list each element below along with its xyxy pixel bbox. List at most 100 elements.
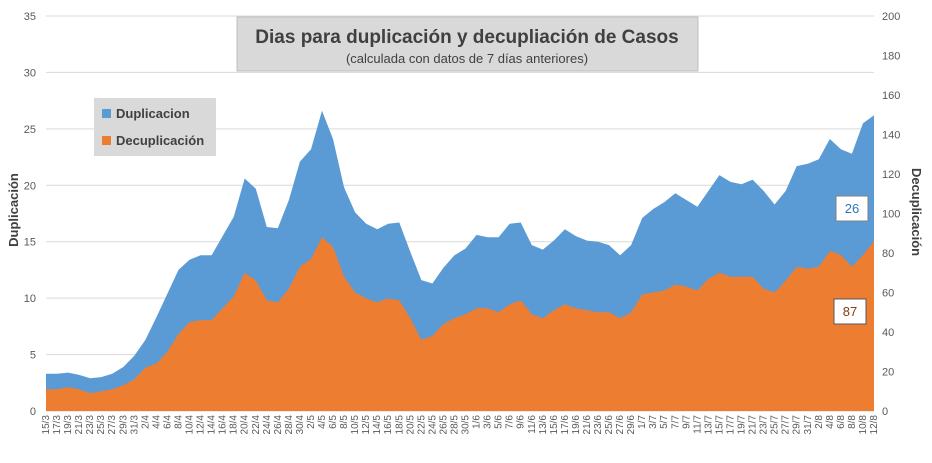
x-tick-label: 24/4 bbox=[262, 415, 273, 435]
x-tick-label: 31/3 bbox=[129, 415, 140, 435]
x-tick-label: 7/7 bbox=[670, 415, 681, 429]
x-tick-label: 18/5 bbox=[394, 415, 405, 435]
x-tick-label: 21/3 bbox=[74, 415, 85, 435]
x-tick-label: 27/7 bbox=[781, 415, 792, 435]
x-tick-label: 12/4 bbox=[196, 415, 207, 435]
x-tick-label: 14/4 bbox=[207, 415, 218, 435]
x-tick-label: 1/7 bbox=[637, 415, 648, 429]
title-background bbox=[236, 16, 699, 72]
x-tick-label: 6/4 bbox=[162, 415, 173, 429]
x-tick-label: 5/7 bbox=[659, 415, 670, 429]
x-tick-label: 27/3 bbox=[107, 415, 118, 435]
x-tick-label: 22/5 bbox=[416, 415, 427, 435]
duplicacion-callout-value: 26 bbox=[845, 201, 859, 216]
legend-background bbox=[94, 98, 216, 156]
chart-title-box: Dias para duplicación y decupliación de … bbox=[236, 16, 699, 72]
x-tick-label: 22/4 bbox=[251, 415, 262, 435]
chart-subtitle: (calculada con datos de 7 días anteriore… bbox=[346, 51, 588, 66]
right-tick-label: 180 bbox=[882, 51, 900, 63]
x-tick-label: 15/7 bbox=[714, 415, 725, 435]
decuplicacion-callout-box bbox=[833, 298, 867, 325]
x-tick-label: 1/6 bbox=[472, 415, 483, 429]
legend-swatch-decuplicacion bbox=[102, 136, 111, 145]
x-tick-label: 13/7 bbox=[703, 415, 714, 435]
right-tick-label: 160 bbox=[882, 90, 900, 102]
right-axis-ticks: 0 20 40 60 80 100 120 140 160 180 200 bbox=[882, 11, 900, 418]
x-tick-label: 9/7 bbox=[681, 415, 692, 429]
right-tick-label: 20 bbox=[882, 367, 894, 379]
right-tick-label: 100 bbox=[882, 209, 900, 221]
x-tick-label: 15/6 bbox=[549, 415, 560, 435]
x-tick-label: 18/4 bbox=[229, 415, 240, 435]
left-tick-label: 30 bbox=[24, 67, 36, 79]
x-tick-label: 20/5 bbox=[405, 415, 416, 435]
x-tick-label: 2/8 bbox=[814, 415, 825, 429]
right-tick-label: 40 bbox=[882, 327, 894, 339]
x-tick-label: 29/6 bbox=[626, 415, 637, 435]
x-tick-label: 31/7 bbox=[803, 415, 814, 435]
x-tick-label: 5/6 bbox=[494, 415, 505, 429]
x-tick-label: 17/6 bbox=[560, 415, 571, 435]
x-tick-label: 3/7 bbox=[648, 415, 659, 429]
x-tick-label: 19/3 bbox=[63, 415, 74, 435]
left-tick-label: 25 bbox=[24, 124, 36, 136]
left-tick-label: 35 bbox=[24, 11, 36, 23]
x-tick-label: 29/7 bbox=[792, 415, 803, 435]
x-tick-label: 6/8 bbox=[836, 415, 847, 429]
x-tick-label: 26/4 bbox=[273, 415, 284, 435]
x-tick-label: 12/8 bbox=[869, 415, 880, 435]
right-tick-label: 80 bbox=[882, 248, 894, 260]
legend: Duplicacion Decuplicación bbox=[94, 98, 216, 156]
x-tick-label: 16/4 bbox=[218, 415, 229, 435]
left-tick-label: 0 bbox=[30, 406, 36, 418]
right-tick-label: 200 bbox=[882, 11, 900, 23]
right-axis-title: Decuplicación bbox=[909, 168, 924, 256]
x-tick-label: 8/8 bbox=[847, 415, 858, 429]
right-tick-label: 0 bbox=[882, 406, 888, 418]
chart-title: Dias para duplicación y decupliación de … bbox=[255, 27, 678, 48]
decuplicacion-area bbox=[46, 237, 874, 411]
x-tick-label: 10/4 bbox=[185, 415, 196, 435]
x-tick-label: 19/7 bbox=[737, 415, 748, 435]
right-tick-label: 140 bbox=[882, 130, 900, 142]
left-tick-label: 15 bbox=[24, 237, 36, 249]
legend-label-decuplicacion: Decuplicación bbox=[116, 133, 204, 148]
x-tick-label: 14/5 bbox=[372, 415, 383, 435]
duplicacion-callout: 26 bbox=[835, 195, 869, 222]
x-axis-ticks: 15/3 17/3 19/3 21/3 23/3 25/3 27/3 29/3 31/3 2/4 4… bbox=[41, 415, 880, 435]
left-tick-label: 20 bbox=[24, 180, 36, 192]
decuplicacion-callout-value: 87 bbox=[843, 304, 857, 319]
left-axis-title: Duplicación bbox=[6, 173, 21, 247]
legend-swatch-duplicacion bbox=[102, 109, 111, 118]
decuplicacion-callout: 87 bbox=[833, 298, 867, 325]
duplicacion-callout-box bbox=[835, 195, 869, 222]
x-tick-label: 30/5 bbox=[461, 415, 472, 435]
x-tick-label: 11/7 bbox=[692, 415, 703, 434]
legend-label-duplicacion: Duplicacion bbox=[116, 106, 190, 121]
x-tick-label: 4/5 bbox=[317, 415, 328, 429]
x-tick-label: 30/4 bbox=[295, 415, 306, 435]
left-tick-label: 5 bbox=[30, 350, 36, 362]
x-tick-label: 12/5 bbox=[361, 415, 372, 435]
x-tick-label: 26/5 bbox=[438, 415, 449, 435]
x-tick-label: 25/7 bbox=[770, 415, 781, 435]
left-tick-label: 10 bbox=[24, 293, 36, 305]
x-tick-label: 21/7 bbox=[748, 415, 759, 435]
x-tick-label: 27/6 bbox=[615, 415, 626, 435]
x-tick-label: 17/3 bbox=[52, 415, 63, 435]
left-axis-ticks: 0 5 10 15 20 25 30 35 bbox=[24, 11, 36, 418]
x-tick-label: 6/5 bbox=[328, 415, 339, 429]
x-tick-label: 8/5 bbox=[339, 415, 350, 429]
x-tick-label: 21/6 bbox=[582, 415, 593, 435]
x-tick-label: 3/6 bbox=[483, 415, 494, 429]
x-tick-label: 19/6 bbox=[571, 415, 582, 435]
x-tick-label: 10/8 bbox=[858, 415, 869, 435]
x-tick-label: 17/7 bbox=[726, 415, 737, 435]
x-tick-label: 2/4 bbox=[140, 415, 151, 429]
x-tick-label: 29/3 bbox=[118, 415, 129, 435]
x-tick-label: 25/6 bbox=[604, 415, 615, 435]
x-tick-label: 4/4 bbox=[151, 415, 162, 429]
x-tick-label: 25/3 bbox=[96, 415, 107, 435]
